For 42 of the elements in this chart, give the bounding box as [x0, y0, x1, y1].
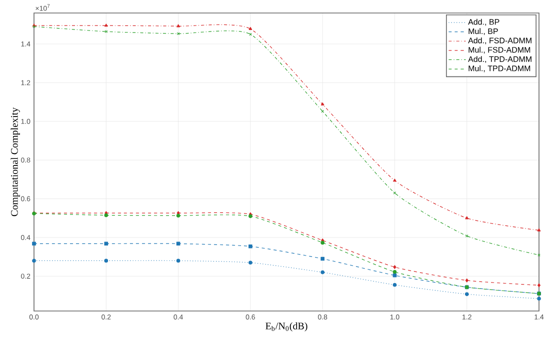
point [393, 265, 396, 269]
point [176, 24, 180, 28]
point [104, 24, 108, 27]
point [465, 234, 468, 238]
point [32, 258, 36, 263]
point [104, 30, 108, 34]
point [320, 256, 324, 261]
point [392, 270, 397, 274]
point [320, 270, 324, 274]
point [465, 216, 469, 220]
point [248, 32, 252, 36]
point [104, 258, 108, 263]
point [464, 292, 469, 296]
point [320, 102, 324, 106]
legend-label: Mul., FSD-ADMM [468, 46, 530, 54]
point [320, 240, 324, 245]
point [32, 242, 36, 246]
point [104, 242, 108, 246]
point [538, 283, 540, 288]
point [538, 254, 540, 257]
point [104, 213, 108, 218]
legend-label: Add., TPD-ADMM [468, 56, 532, 63]
point [392, 273, 397, 278]
point [176, 242, 180, 246]
point [393, 192, 396, 194]
point [537, 228, 541, 232]
point [248, 26, 252, 30]
point [321, 110, 324, 113]
point [537, 296, 541, 301]
point [176, 214, 180, 218]
point [176, 258, 180, 263]
y-axis-title: Computational Complexity [10, 107, 20, 216]
legend-label: Mul., BP [468, 28, 498, 36]
point [465, 278, 468, 282]
legend-label: Add., BP [468, 18, 500, 26]
legend-label: Add., FSD-ADMM [468, 37, 532, 44]
x-axis-title: E$_{b}$/N$_{0}$(dB) [266, 322, 308, 332]
point [392, 282, 397, 287]
point [248, 260, 252, 265]
legend-label: Mul., TPD-ADMM [468, 65, 530, 72]
point [393, 178, 396, 182]
point [248, 244, 252, 248]
